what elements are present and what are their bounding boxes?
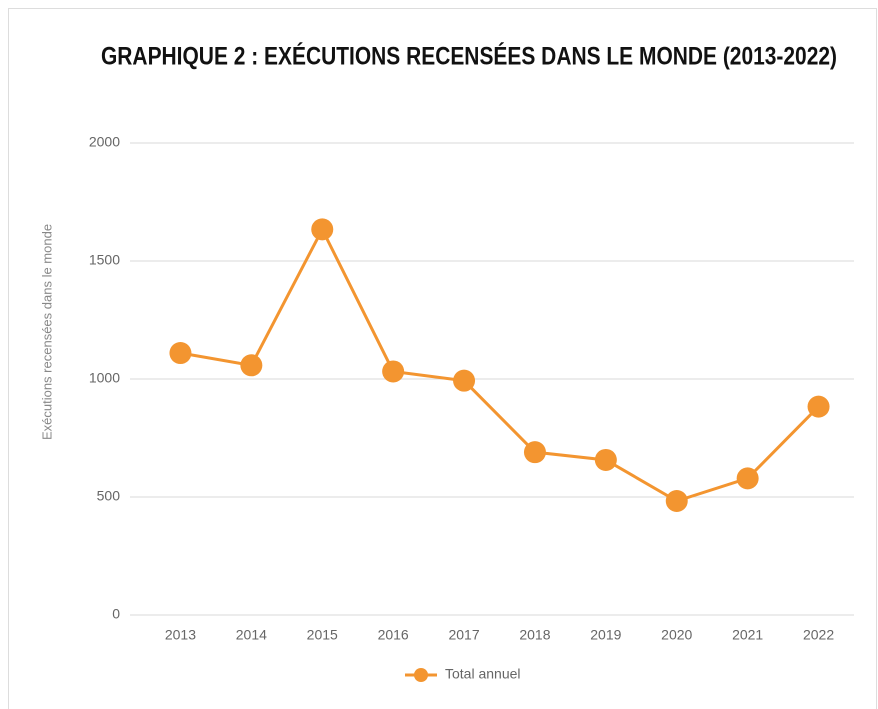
point bbox=[169, 342, 192, 365]
y-tick-label: 2000 bbox=[89, 134, 120, 150]
x-tick-label: 2015 bbox=[307, 627, 338, 643]
chart-title: GRAPHIQUE 2 : EXÉCUTIONS RECENSÉES DANS … bbox=[101, 42, 837, 71]
x-tick-label: 2013 bbox=[165, 627, 196, 643]
x-tick-label: 2018 bbox=[519, 627, 550, 643]
point bbox=[594, 448, 617, 471]
frame bbox=[8, 8, 877, 709]
x-tick-label: 2019 bbox=[590, 627, 621, 643]
point bbox=[523, 441, 546, 464]
line bbox=[180, 226, 820, 503]
x-tick-label: 2016 bbox=[378, 627, 409, 643]
y-tick-label: 1500 bbox=[89, 252, 120, 268]
point bbox=[807, 395, 830, 418]
point bbox=[382, 360, 405, 383]
point bbox=[240, 354, 263, 377]
y-tick-label: 1000 bbox=[89, 370, 120, 386]
legend-marker bbox=[414, 668, 428, 682]
point bbox=[665, 490, 688, 513]
x-tick-label: 2022 bbox=[803, 627, 834, 643]
y-tick-label: 0 bbox=[112, 606, 120, 622]
legend-label: Total annuel bbox=[445, 666, 521, 682]
y-axis-label: Exécutions recensées dans le monde bbox=[39, 224, 54, 440]
x-tick-label: 2017 bbox=[448, 627, 479, 643]
point bbox=[736, 467, 759, 490]
x-tick-label: 2021 bbox=[732, 627, 763, 643]
point bbox=[453, 369, 476, 392]
y-tick-label: 500 bbox=[97, 488, 121, 504]
x-tick-label: 2014 bbox=[236, 627, 267, 643]
point bbox=[311, 218, 334, 241]
x-tick-label: 2020 bbox=[661, 627, 692, 643]
